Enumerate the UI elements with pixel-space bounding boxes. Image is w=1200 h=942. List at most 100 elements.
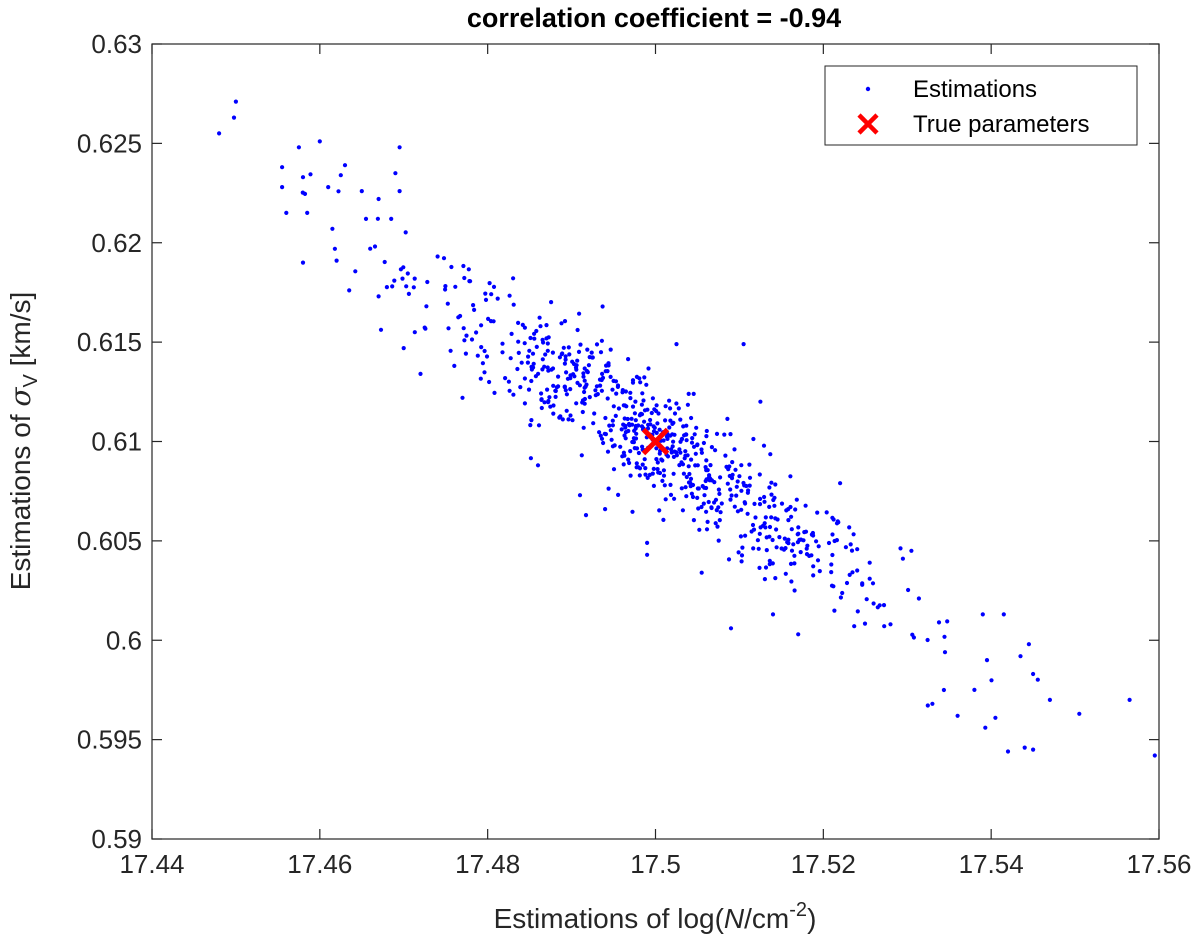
data-point: [610, 423, 616, 428]
data-point: [850, 570, 855, 575]
data-point: [317, 139, 322, 144]
data-point: [767, 558, 772, 563]
data-point: [786, 541, 791, 546]
data-point: [701, 440, 707, 446]
data-point: [575, 358, 580, 363]
data-point: [801, 538, 806, 543]
data-point: [713, 521, 718, 526]
data-point: [656, 411, 661, 416]
x-axis-label-suffix: ): [807, 903, 816, 934]
data-point: [788, 474, 793, 479]
data-point: [633, 436, 639, 441]
data-point: [684, 432, 689, 437]
scatter-points: [217, 99, 1157, 758]
data-point: [747, 475, 753, 480]
data-point: [740, 545, 745, 550]
data-point: [881, 603, 887, 608]
data-point: [668, 492, 674, 497]
data-point: [540, 357, 545, 362]
data-point: [616, 406, 622, 411]
data-point: [519, 360, 524, 365]
data-point: [779, 501, 785, 506]
data-point: [655, 421, 660, 426]
data-point: [689, 457, 694, 462]
data-point: [784, 508, 789, 513]
data-point: [610, 418, 615, 423]
data-point: [326, 185, 331, 190]
data-point: [566, 417, 571, 422]
data-point: [508, 356, 513, 361]
data-point: [925, 637, 930, 643]
data-point: [634, 374, 640, 379]
data-point: [672, 411, 678, 416]
data-point: [626, 357, 631, 362]
data-point: [830, 515, 835, 520]
data-point: [867, 560, 872, 565]
data-point: [712, 500, 717, 505]
data-point: [667, 398, 672, 403]
data-point: [789, 579, 794, 584]
chart-title: correlation coefficient = -0.94: [467, 3, 841, 33]
data-point: [758, 399, 763, 404]
data-point: [581, 374, 586, 379]
data-point: [702, 493, 707, 498]
data-point: [630, 509, 635, 514]
data-point: [550, 350, 556, 355]
data-point: [749, 529, 754, 534]
data-point: [562, 319, 568, 324]
data-point: [495, 296, 500, 301]
data-point: [708, 463, 713, 468]
data-point: [1077, 711, 1082, 716]
data-point: [671, 471, 676, 476]
data-point: [689, 415, 694, 421]
data-point: [599, 338, 605, 343]
data-point: [382, 259, 387, 265]
data-point: [925, 703, 930, 708]
data-point: [725, 481, 730, 486]
data-point: [487, 379, 492, 385]
data-point: [643, 472, 648, 477]
data-point: [597, 430, 602, 435]
data-point: [652, 425, 657, 430]
data-point: [608, 347, 613, 352]
data-point: [694, 425, 699, 430]
data-point: [534, 328, 539, 334]
data-point: [406, 291, 411, 296]
data-point: [503, 376, 508, 381]
data-point: [545, 365, 550, 370]
data-point: [445, 301, 450, 306]
data-point: [758, 525, 763, 530]
data-point: [546, 368, 551, 373]
data-point: [772, 503, 777, 508]
data-point: [280, 185, 285, 190]
data-point: [762, 494, 767, 500]
data-point: [1018, 654, 1023, 659]
data-point: [449, 264, 454, 270]
data-point: [338, 173, 343, 178]
data-point: [773, 482, 778, 487]
data-point: [741, 480, 746, 486]
data-point: [972, 687, 977, 693]
data-point: [598, 383, 603, 388]
data-point: [622, 403, 628, 408]
data-point: [650, 396, 656, 401]
data-point: [815, 558, 821, 563]
data-point: [548, 404, 553, 409]
data-point: [674, 450, 679, 455]
data-point: [838, 595, 844, 600]
data-point: [463, 351, 468, 356]
data-point: [562, 361, 568, 366]
data-point: [680, 508, 686, 513]
data-point: [582, 396, 588, 402]
data-point: [691, 444, 697, 449]
data-point: [578, 342, 583, 347]
data-point: [587, 395, 592, 400]
data-point: [628, 473, 633, 478]
data-point: [667, 425, 672, 430]
data-point: [623, 389, 629, 394]
data-point: [830, 552, 835, 558]
data-point: [472, 307, 477, 312]
data-point: [679, 486, 684, 491]
data-point: [622, 416, 627, 421]
